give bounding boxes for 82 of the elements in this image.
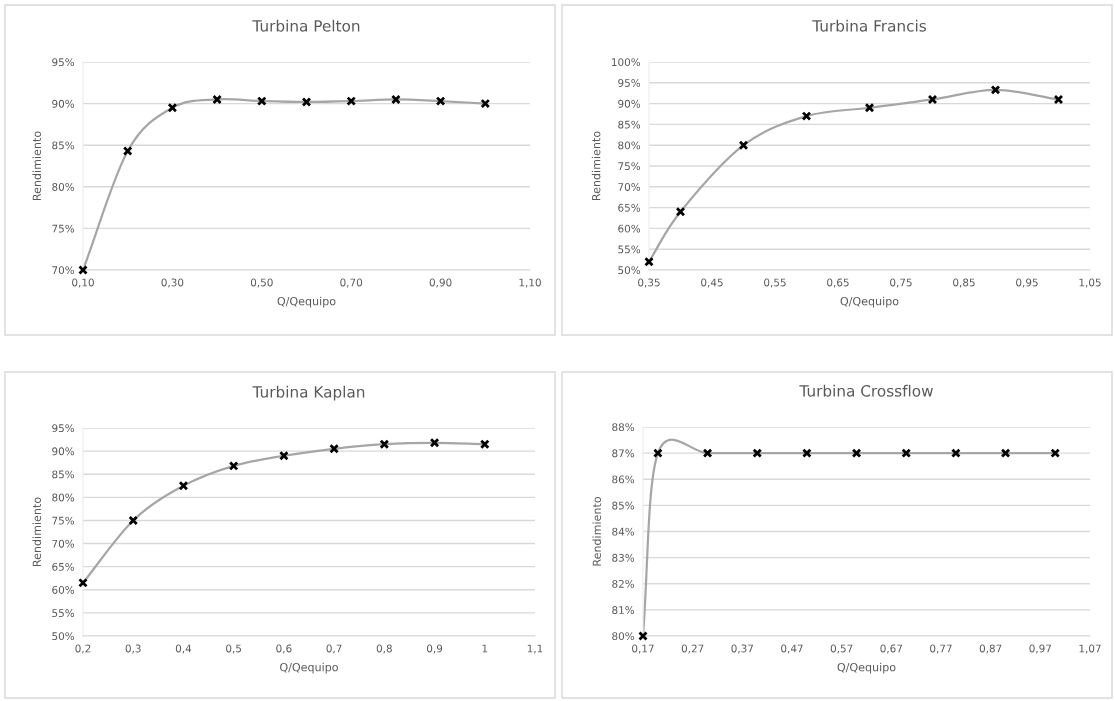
- y-tick-label: 70%: [618, 183, 641, 191]
- y-tick-label: 80%: [618, 141, 641, 150]
- x-tick-label: 1: [482, 644, 488, 653]
- y-tick-label: 84%: [612, 527, 635, 536]
- y-tick-label: 86%: [612, 475, 635, 484]
- x-tick-label: 0,65: [827, 278, 849, 288]
- x-tick-label: 0,35: [638, 278, 660, 288]
- y-axis-title: Rendimiento: [592, 497, 602, 566]
- y-tick-label: 83%: [612, 553, 635, 562]
- x-tick-label: 0,4: [175, 644, 192, 654]
- x-tick-label: 0,17: [632, 644, 654, 654]
- x-axis-title: Q/Qequipo: [840, 296, 899, 308]
- y-tick-label: 88%: [612, 423, 635, 432]
- x-tick-label: 0,8: [376, 644, 392, 654]
- y-tick-label: 82%: [612, 579, 635, 588]
- y-tick-label: 70%: [52, 539, 75, 548]
- y-tick-label: 50%: [618, 266, 641, 275]
- chart-title: Turbina Crossflow: [799, 384, 933, 397]
- x-tick-label: 0,85: [953, 278, 975, 288]
- y-tick-label: 87%: [612, 449, 635, 458]
- y-tick-label: 81%: [612, 606, 635, 614]
- chart-title: Turbina Pelton: [252, 19, 360, 32]
- y-tick-label: 65%: [618, 203, 641, 212]
- x-tick-label: 1,07: [1079, 644, 1101, 654]
- x-tick-label: 0,37: [731, 644, 754, 654]
- y-tick-label: 85%: [612, 501, 635, 510]
- x-tick-label: 0,75: [890, 278, 912, 288]
- x-tick-label: 0,9: [426, 644, 443, 654]
- x-tick-label: 0,95: [1016, 278, 1038, 288]
- y-axis-title: Rendimiento: [32, 497, 42, 566]
- y-tick-label: 90%: [52, 99, 75, 108]
- y-tick-label: 95%: [618, 79, 641, 87]
- x-tick-label: 0,77: [930, 644, 952, 654]
- x-tick-label: 0,47: [781, 644, 803, 654]
- y-tick-label: 80%: [52, 183, 75, 191]
- y-tick-label: 75%: [52, 516, 75, 525]
- y-tick-label: 100%: [612, 58, 641, 67]
- x-tick-label: 0,2: [75, 644, 91, 654]
- x-tick-label: 0,50: [250, 278, 273, 288]
- y-tick-label: 85%: [618, 120, 641, 129]
- x-axis-title: Q/Qequipo: [277, 296, 336, 308]
- x-axis-title: Q/Qequipo: [837, 662, 896, 674]
- x-tick-label: 0,27: [681, 644, 704, 654]
- y-tick-label: 80%: [52, 493, 75, 502]
- y-tick-label: 50%: [52, 632, 75, 641]
- x-tick-label: 0,87: [979, 644, 1002, 654]
- x-tick-label: 0,6: [276, 644, 292, 654]
- y-tick-label: 95%: [52, 424, 75, 433]
- x-tick-label: 0,55: [764, 278, 786, 288]
- y-tick-label: 95%: [52, 58, 75, 67]
- y-tick-label: 60%: [52, 586, 75, 594]
- y-tick-label: 85%: [52, 470, 75, 479]
- x-tick-label: 0,90: [429, 278, 452, 288]
- x-tick-label: 0,7: [326, 644, 342, 654]
- y-tick-label: 85%: [52, 141, 75, 150]
- x-tick-label: 0,5: [226, 644, 242, 654]
- y-tick-label: 90%: [618, 99, 641, 108]
- x-tick-label: 0,30: [161, 278, 184, 288]
- x-tick-label: 0,67: [880, 644, 903, 654]
- x-tick-label: 1,1: [527, 644, 543, 654]
- x-tick-label: 0,45: [701, 278, 723, 288]
- y-tick-label: 70%: [52, 266, 75, 275]
- x-tick-label: 0,97: [1029, 644, 1052, 654]
- x-tick-label: 0,57: [830, 644, 853, 654]
- x-tick-label: 0,70: [340, 278, 363, 288]
- x-tick-label: 0,3: [125, 644, 141, 654]
- y-axis-title: Rendimiento: [32, 131, 42, 200]
- y-tick-label: 90%: [52, 447, 75, 456]
- y-tick-label: 55%: [52, 609, 75, 617]
- chart-title: Turbina Francis: [812, 19, 926, 32]
- chart-title: Turbina Kaplan: [252, 385, 365, 401]
- y-tick-label: 55%: [618, 245, 641, 254]
- y-tick-label: 60%: [618, 224, 641, 233]
- x-tick-label: 1,05: [1079, 278, 1101, 288]
- y-tick-label: 65%: [52, 562, 75, 571]
- y-tick-label: 75%: [52, 224, 75, 233]
- x-tick-label: 1,10: [519, 278, 541, 288]
- y-tick-label: 80%: [612, 632, 635, 641]
- y-tick-label: 75%: [618, 162, 641, 171]
- x-axis-title: Q/Qequipo: [280, 662, 338, 674]
- y-axis-title: Rendimiento: [591, 131, 601, 200]
- x-tick-label: 0,10: [72, 278, 94, 288]
